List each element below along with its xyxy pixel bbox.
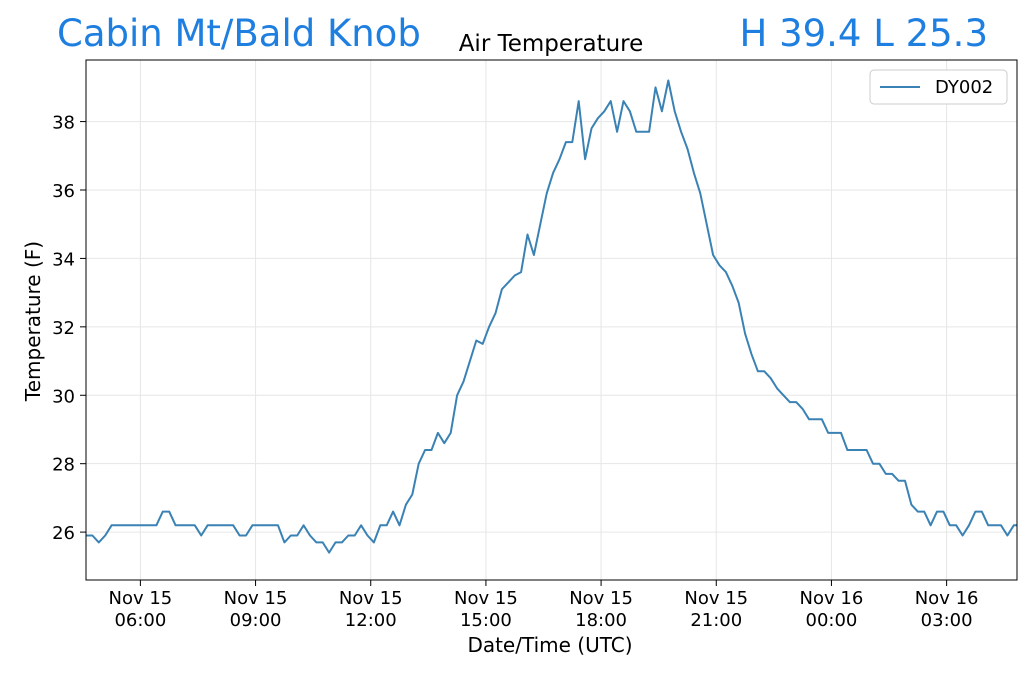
- x-tick-label-date: Nov 15: [339, 588, 403, 609]
- x-tick-label-date: Nov 16: [800, 588, 864, 609]
- x-tick-label-time: 03:00: [921, 610, 973, 631]
- y-tick-label: 34: [52, 249, 75, 270]
- x-tick-label-time: 21:00: [690, 610, 742, 631]
- y-tick-label: 38: [52, 113, 75, 134]
- y-tick-label: 30: [52, 386, 75, 407]
- series-line-dy002: [86, 79, 1017, 554]
- y-tick-label: 36: [52, 181, 75, 202]
- x-tick-label-date: Nov 15: [224, 588, 288, 609]
- x-tick-label-time: 18:00: [575, 610, 627, 631]
- y-axis-label: Temperature (F): [21, 241, 45, 402]
- chart-title: Air Temperature: [459, 31, 644, 57]
- y-tick-label: 28: [52, 455, 75, 476]
- x-tick-label-time: 00:00: [806, 610, 858, 631]
- legend-label-dy002: DY002: [935, 77, 993, 98]
- y-tick-label: 26: [52, 523, 75, 544]
- x-tick-label-time: 15:00: [460, 610, 512, 631]
- x-tick-label-date: Nov 15: [109, 588, 173, 609]
- y-tick-label: 32: [52, 318, 75, 339]
- x-axis-label: Date/Time (UTC): [467, 633, 632, 657]
- station-name: Cabin Mt/Bald Knob: [57, 12, 421, 55]
- x-tick-label-date: Nov 15: [454, 588, 518, 609]
- x-tick-label-time: 12:00: [345, 610, 397, 631]
- x-tick-label-date: Nov 15: [684, 588, 748, 609]
- high-low-readout: H 39.4 L 25.3: [739, 12, 989, 55]
- grid-lines: [86, 60, 1017, 580]
- legend: DY002: [869, 69, 1008, 105]
- x-tick-label-time: 06:00: [114, 610, 166, 631]
- x-tick-label-time: 09:00: [230, 610, 282, 631]
- series-layer: [86, 79, 1017, 554]
- legend-box: [869, 69, 1008, 105]
- x-tick-label-date: Nov 15: [569, 588, 633, 609]
- x-tick-label-date: Nov 16: [915, 588, 979, 609]
- plot-frame: [85, 59, 1018, 581]
